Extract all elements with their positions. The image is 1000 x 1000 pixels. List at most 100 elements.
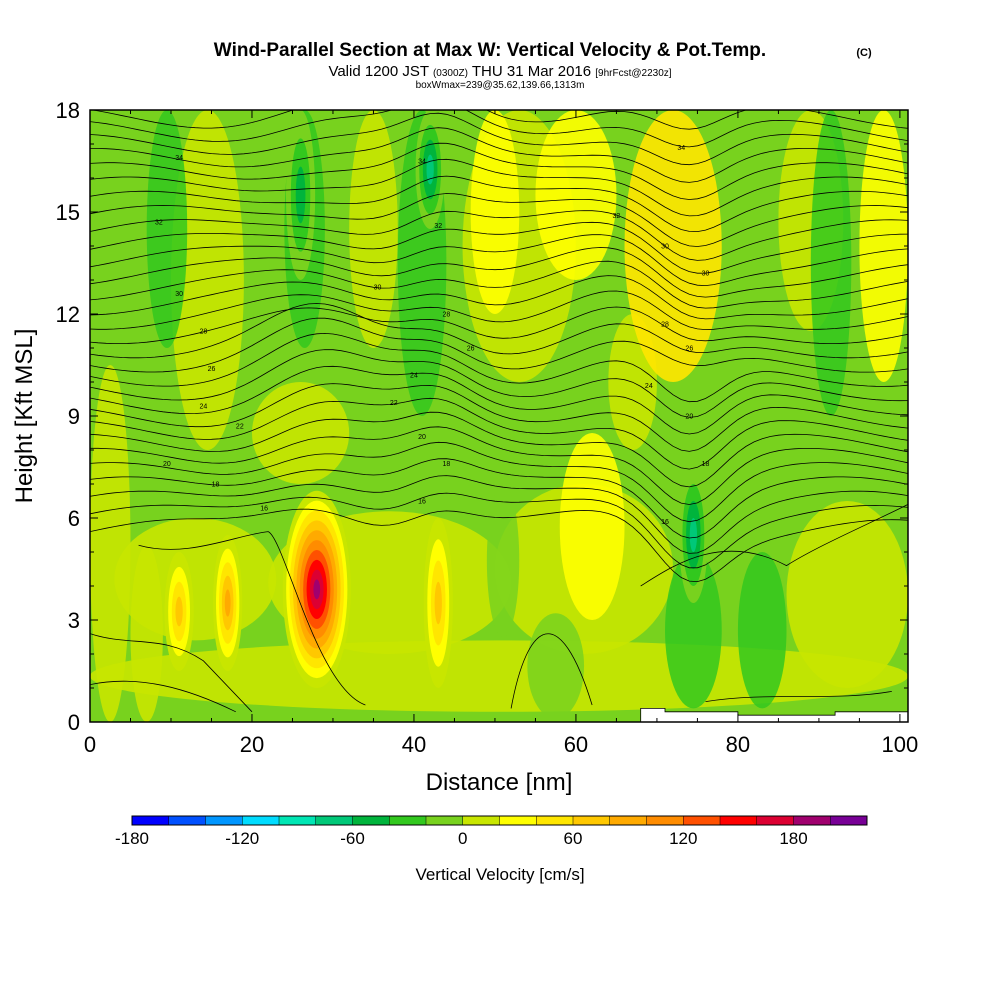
y-tick-label: 12: [56, 302, 80, 327]
colorbar-swatch: [536, 816, 574, 825]
contour-label: 28: [661, 322, 669, 329]
field-band: [559, 433, 625, 620]
contour-label: 16: [661, 519, 669, 526]
box-info: boxWmax=239@35.62,139.66,1313m: [416, 80, 585, 91]
contour-label: 26: [208, 366, 216, 373]
contour-label: 24: [410, 373, 418, 380]
y-tick-label: 3: [68, 608, 80, 633]
x-axis: 0 20 40 60 80 100: [84, 110, 918, 757]
downdraft-band: [486, 484, 520, 637]
colorbar-swatch: [499, 816, 537, 825]
theta-contour: [90, 158, 908, 217]
potential-temperature-contours: [90, 110, 908, 713]
field-band: [535, 110, 617, 280]
forecast-tag: [9hrFcst@2230z]: [595, 68, 672, 79]
contour-label: 32: [434, 223, 442, 230]
contour-labels: 34 32 30 28 26 24 22 20 18 16 30 24 22 20 18 16 34 32 28 26…: [155, 145, 710, 526]
theta-contour: [90, 175, 908, 233]
contour-label: 30: [374, 284, 382, 291]
contour-label: 30: [175, 291, 183, 298]
terrain-mask: [90, 708, 908, 722]
x-tick-label: 100: [882, 732, 919, 757]
contour-label: 18: [702, 461, 710, 468]
theta-contour: [90, 110, 908, 148]
field-band: [470, 110, 520, 314]
colorbar-swatch: [426, 816, 464, 825]
contour-label: 20: [418, 434, 426, 441]
field-band: [859, 110, 908, 382]
colorbar-tick-label: 180: [779, 829, 807, 848]
theta-contour: [90, 306, 908, 345]
colorbar-swatch: [830, 816, 868, 825]
valid-prefix: Valid 1200 JST: [328, 63, 428, 80]
copyright-mark: (C): [856, 47, 872, 59]
theta-contour: [90, 332, 908, 403]
downdraft-band: [665, 552, 722, 709]
colorbar-swatch: [683, 816, 721, 825]
x-tick-label: 40: [402, 732, 426, 757]
x-tick-label: 0: [84, 732, 96, 757]
updraft-core: [175, 596, 183, 627]
field-band: [114, 518, 277, 641]
updraft-core: [434, 581, 442, 625]
downdraft-core: [689, 518, 698, 552]
theta-contour-low: [90, 680, 236, 713]
theta-contour: [90, 112, 908, 166]
contour-label: 16: [260, 505, 268, 512]
theta-contour: [90, 247, 908, 298]
theta-contour-low: [640, 504, 908, 587]
colorbar-swatch: [132, 816, 170, 825]
theta-contour: [90, 234, 908, 287]
y-tick-label: 15: [56, 200, 80, 225]
colorbar-swatch: [720, 816, 758, 825]
vertical-velocity-field: [90, 110, 908, 722]
contour-label: 20: [685, 414, 693, 421]
theta-contour: [90, 127, 908, 183]
downdraft-band: [527, 613, 585, 719]
theta-contour: [90, 210, 908, 261]
x-tick-label: 20: [240, 732, 264, 757]
contour-label: 34: [175, 155, 183, 162]
theta-contour-low: [138, 531, 366, 706]
theta-contour: [90, 193, 908, 247]
colorbar-swatch: [573, 816, 611, 825]
contour-label: 30: [702, 271, 710, 278]
theta-contour: [90, 383, 908, 452]
x-tick-label: 60: [564, 732, 588, 757]
y-axis-label: Height [Kft MSL]: [11, 329, 38, 504]
theta-contour: [90, 349, 908, 418]
contour-label: 28: [442, 312, 450, 319]
contour-label: 22: [236, 424, 244, 431]
x-axis-label: Distance [nm]: [426, 769, 573, 796]
colorbar-tick-label: -180: [115, 829, 149, 848]
contour-label: 20: [163, 461, 171, 468]
colorbar-swatch: [609, 816, 647, 825]
contour-label: 26: [685, 346, 693, 353]
y-tick-label: 18: [56, 98, 80, 123]
y-tick-label: 0: [68, 710, 80, 735]
colorbar-tick-label: -60: [340, 829, 365, 848]
theta-contour: [90, 426, 908, 505]
x-tick-label: 80: [726, 732, 750, 757]
colorbar-tick-label: -120: [225, 829, 259, 848]
theta-contour-low: [90, 633, 253, 713]
contour-label: 24: [645, 383, 653, 390]
colorbar-tick-label: 120: [669, 829, 697, 848]
contour-label: 28: [199, 329, 207, 336]
theta-contour: [90, 492, 908, 569]
colorbar: -180 -120 -60 0 60 120 180: [115, 815, 868, 848]
downdraft-band: [737, 552, 787, 709]
downdraft-band: [146, 110, 188, 348]
downdraft-core: [295, 166, 306, 224]
updraft-core: [313, 579, 321, 600]
contour-label: 30: [661, 244, 669, 251]
colorbar-swatch: [242, 816, 280, 825]
field-band: [170, 110, 244, 450]
theta-contour: [90, 508, 908, 583]
colorbar-swatch: [389, 816, 427, 825]
theta-contour: [90, 221, 908, 274]
theta-contour: [90, 290, 908, 331]
colorbar-swatch: [352, 816, 390, 825]
contour-label: 34: [418, 159, 426, 166]
